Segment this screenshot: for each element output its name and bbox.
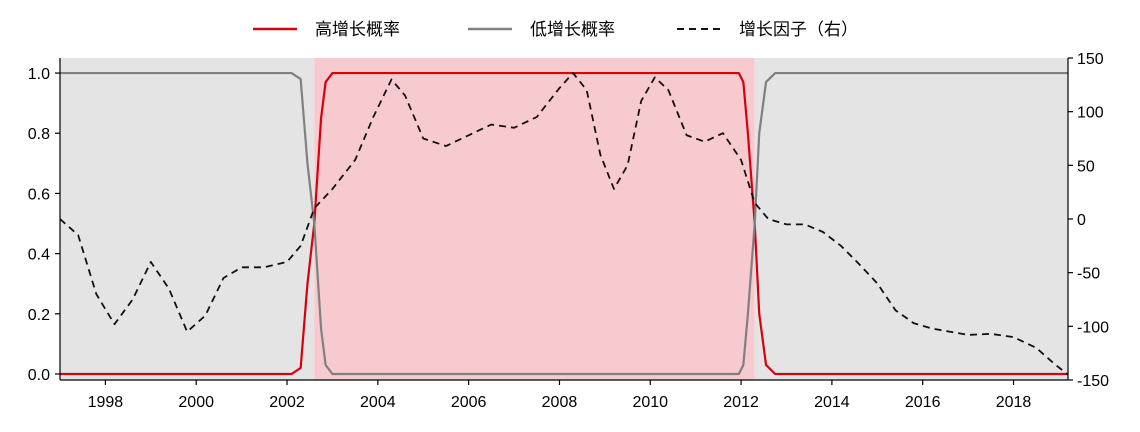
regime-shading bbox=[60, 58, 1068, 380]
legend-low-growth: 低增长概率 bbox=[468, 20, 615, 40]
regime-high-region bbox=[314, 58, 755, 380]
right-tick-label: -150 bbox=[1077, 373, 1109, 390]
regime-low-region bbox=[754, 58, 1068, 380]
legend-high-growth: 高增长概率 bbox=[253, 20, 400, 40]
x-tick-label: 2010 bbox=[632, 394, 668, 411]
x-tick-label: 2004 bbox=[360, 394, 396, 411]
left-tick-label: 1.0 bbox=[28, 66, 50, 83]
legend-label: 低增长概率 bbox=[530, 20, 615, 40]
plot-lines bbox=[59, 71, 1069, 376]
right-tick-label: 50 bbox=[1077, 158, 1095, 175]
low-growth-probability-line bbox=[60, 71, 1068, 376]
legend-label: 高增长概率 bbox=[315, 20, 400, 40]
legend: 高增长概率 低增长概率 增长因子（右） bbox=[253, 20, 858, 40]
x-tick-label: 2002 bbox=[269, 394, 305, 411]
x-tick-label: 2006 bbox=[451, 394, 487, 411]
left-tick-label: 0.4 bbox=[28, 247, 50, 264]
left-tick-label: 0.2 bbox=[28, 307, 50, 324]
high-growth-probability-line bbox=[60, 71, 1068, 376]
right-tick-label: 100 bbox=[1077, 105, 1104, 122]
legend-label: 增长因子（右） bbox=[739, 20, 858, 40]
left-tick-label: 0.8 bbox=[28, 126, 50, 143]
x-tick-label: 2016 bbox=[905, 394, 941, 411]
legend-growth-factor: 增长因子（右） bbox=[677, 20, 858, 40]
x-tick-label: 2018 bbox=[996, 394, 1032, 411]
left-tick-label: 0.6 bbox=[28, 186, 50, 203]
right-tick-label: -100 bbox=[1077, 319, 1109, 336]
left-tick-label: 0.0 bbox=[28, 367, 50, 384]
regime-low-region bbox=[60, 58, 315, 380]
axes: 0.0 0.2 0.4 0.6 0.8 1.0 -150 -100 -50 0 50 100 150 19… bbox=[28, 51, 1109, 411]
x-tick-label: 2000 bbox=[178, 394, 214, 411]
x-tick-label: 2014 bbox=[814, 394, 850, 411]
x-tick-label: 2008 bbox=[542, 394, 578, 411]
x-tick-label: 2012 bbox=[723, 394, 759, 411]
growth-factor-line bbox=[59, 72, 1069, 376]
x-tick-label: 1998 bbox=[88, 394, 124, 411]
right-tick-label: 150 bbox=[1077, 51, 1104, 68]
right-tick-label: 0 bbox=[1077, 212, 1086, 229]
right-tick-label: -50 bbox=[1077, 266, 1100, 283]
